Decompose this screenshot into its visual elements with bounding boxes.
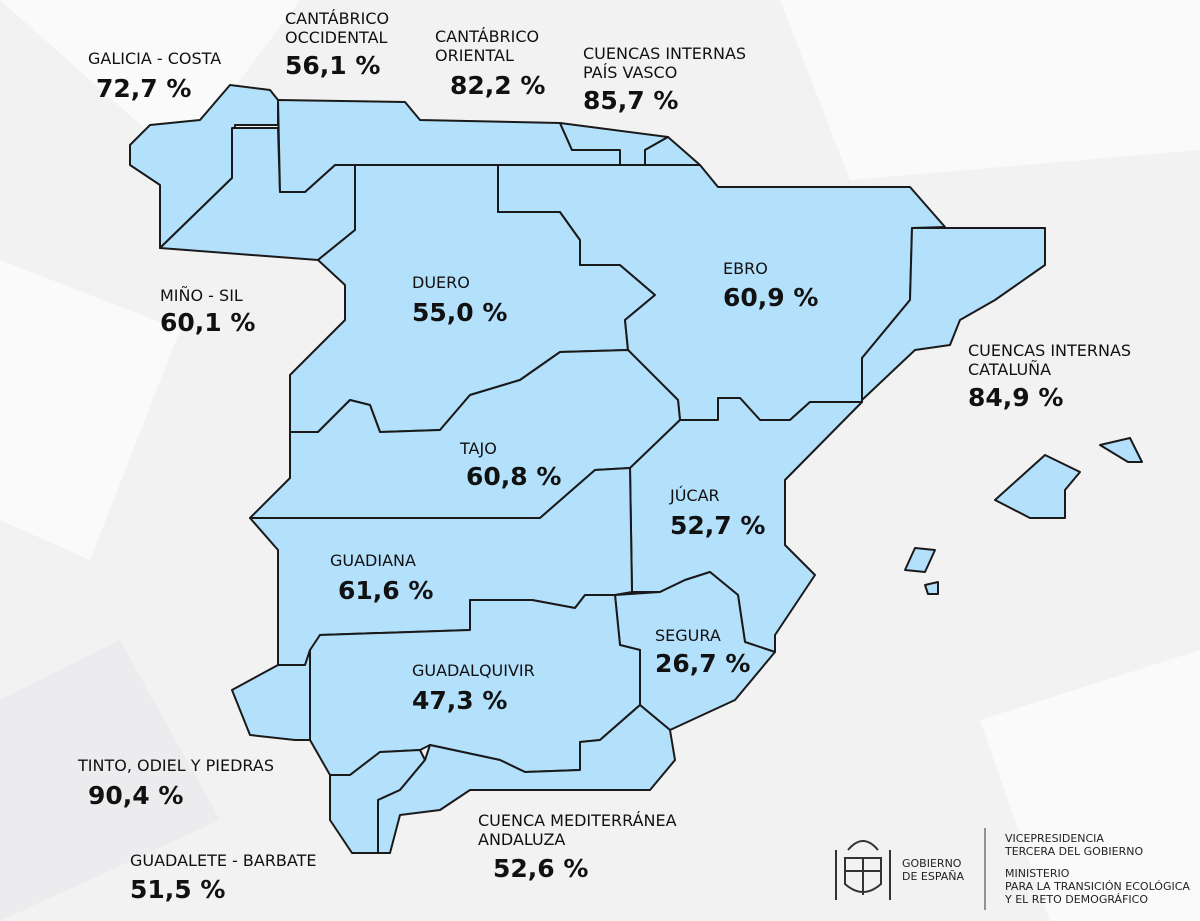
footer: GOBIERNO DE ESPAÑA VICEPRESIDENCIA TERCE… — [835, 828, 1190, 910]
basin-name: DUERO — [412, 273, 470, 292]
basins — [129, 84, 1143, 854]
ibiza — [904, 547, 936, 573]
basin-name: GUADIANA — [330, 551, 416, 570]
basin-name: OCCIDENTAL — [285, 28, 388, 47]
basin-name: MIÑO - SIL — [160, 286, 243, 305]
basin-name: GALICIA - COSTA — [88, 49, 221, 68]
basin-name: TAJO — [459, 439, 497, 458]
basin-value: 52,7 % — [670, 511, 765, 540]
cataluna-area — [861, 227, 1046, 401]
basin-value: 60,8 % — [466, 462, 561, 491]
mediterranea-andaluza-area — [377, 704, 676, 854]
basin-value: 84,9 % — [968, 383, 1063, 412]
basin-name: TINTO, ODIEL Y PIEDRAS — [77, 756, 274, 775]
basin-value: 61,6 % — [338, 576, 433, 605]
vicepresidency-line: TERCERA DEL GOBIERNO — [1004, 845, 1143, 858]
mallorca — [994, 454, 1081, 519]
ministry-line: PARA LA TRANSICIÓN ECOLÓGICA — [1005, 880, 1190, 893]
basin-name: CUENCA MEDITERRÁNEA — [478, 811, 677, 830]
vicepresidency-line: VICEPRESIDENCIA — [1005, 832, 1104, 845]
basin-name: CANTÁBRICO — [285, 9, 389, 28]
basin-value: 82,2 % — [450, 71, 545, 100]
coat-of-arms — [835, 840, 891, 900]
basin-value: 52,6 % — [493, 854, 588, 883]
basin-value: 47,3 % — [412, 686, 507, 715]
basin-value: 72,7 % — [96, 74, 191, 103]
basin-value: 60,1 % — [160, 308, 255, 337]
basin-name: GUADALQUIVIR — [412, 661, 535, 680]
government-line: GOBIERNO — [902, 857, 962, 870]
basin-value: 56,1 % — [285, 51, 380, 80]
basin-name: GUADALETE - BARBATE — [130, 851, 317, 870]
basin-value: 90,4 % — [88, 781, 183, 810]
basin-name: SEGURA — [655, 626, 721, 645]
basin-value: 85,7 % — [583, 86, 678, 115]
basin-value: 60,9 % — [723, 283, 818, 312]
ministry-line: MINISTERIO — [1005, 867, 1070, 880]
basin-value: 51,5 % — [130, 875, 225, 904]
basin-name: CATALUÑA — [968, 360, 1051, 379]
basin-name: CANTÁBRICO — [435, 27, 539, 46]
tinto-odiel-area — [231, 649, 311, 741]
basin-name: CUENCAS INTERNAS — [968, 341, 1131, 360]
basin-name: ORIENTAL — [435, 46, 514, 65]
basin-name: JÚCAR — [669, 486, 720, 505]
basin-name: CUENCAS INTERNAS — [583, 44, 746, 63]
basin-value: 55,0 % — [412, 298, 507, 327]
government-line: DE ESPAÑA — [902, 870, 965, 883]
formentera — [924, 581, 939, 595]
menorca — [1099, 437, 1143, 463]
basin-name: EBRO — [723, 259, 768, 278]
ministry-line: Y EL RETO DEMOGRÁFICO — [1004, 893, 1148, 906]
basin-name: ANDALUZA — [478, 830, 565, 849]
basin-value: 26,7 % — [655, 649, 750, 678]
basin-name: PAÍS VASCO — [583, 63, 677, 82]
